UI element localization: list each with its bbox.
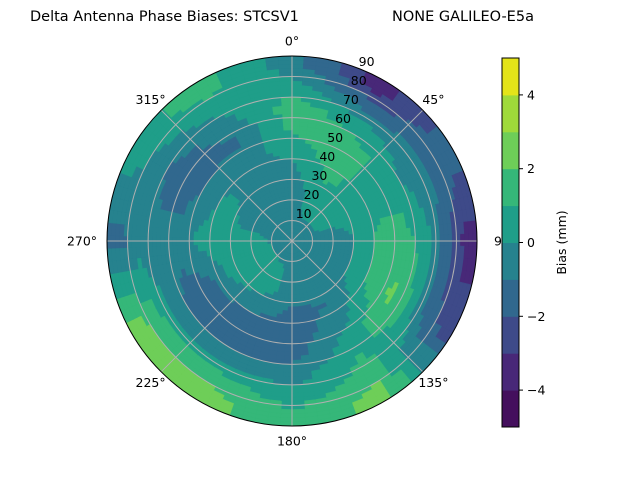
radial-tick-label: 60 — [335, 111, 351, 126]
colorbar-segment — [502, 205, 519, 243]
radial-tick-label: 10 — [296, 206, 312, 221]
radial-tick-label: 20 — [304, 187, 320, 202]
colorbar-segment — [502, 131, 519, 170]
colorbar-segment — [502, 353, 519, 391]
radial-tick-label: 70 — [343, 92, 359, 107]
colorbar-segment — [502, 94, 519, 133]
contour-fill — [107, 56, 477, 426]
colorbar-segment — [502, 242, 519, 280]
polar-grid — [107, 56, 477, 426]
colorbar-segment — [502, 316, 519, 354]
colorbar-segment — [502, 168, 519, 207]
angular-tick-label: 0° — [285, 34, 299, 49]
radial-tick-label: 80 — [351, 73, 367, 88]
colorbar-tick-label: −4 — [527, 383, 545, 398]
colorbar-segment — [502, 390, 519, 428]
colorbar-segment — [502, 279, 519, 317]
radial-tick-label: 50 — [327, 130, 343, 145]
colorbar-tick-label: 0 — [527, 235, 535, 250]
radial-tick-label: 40 — [319, 149, 335, 164]
colorbar-segment — [502, 58, 519, 96]
colorbar-label: Bias (mm) — [554, 210, 569, 274]
colorbar-tick-label: 2 — [527, 161, 535, 176]
angular-tick-label: 180° — [277, 434, 307, 449]
chart-title-right: NONE GALILEO-E5a — [392, 9, 534, 25]
angular-tick-label: 315° — [136, 92, 166, 107]
colorbar-tick-label: 4 — [527, 87, 535, 102]
radial-tick-label: 30 — [311, 168, 327, 183]
angular-tick-label: 270° — [67, 234, 97, 249]
colorbar-tick-label: −2 — [527, 309, 545, 324]
contour-cell — [476, 233, 477, 249]
angular-tick-label: 45° — [422, 92, 444, 107]
radial-tick-label: 90 — [359, 54, 375, 69]
angular-tick-label: 135° — [418, 375, 448, 390]
colorbar: −4 −2 0 2 4 Bias (mm) — [501, 57, 569, 428]
chart-title-left: Delta Antenna Phase Biases: STCSV1 — [30, 9, 299, 25]
angular-tick-label: 225° — [136, 375, 166, 390]
contour-cell — [107, 233, 108, 249]
